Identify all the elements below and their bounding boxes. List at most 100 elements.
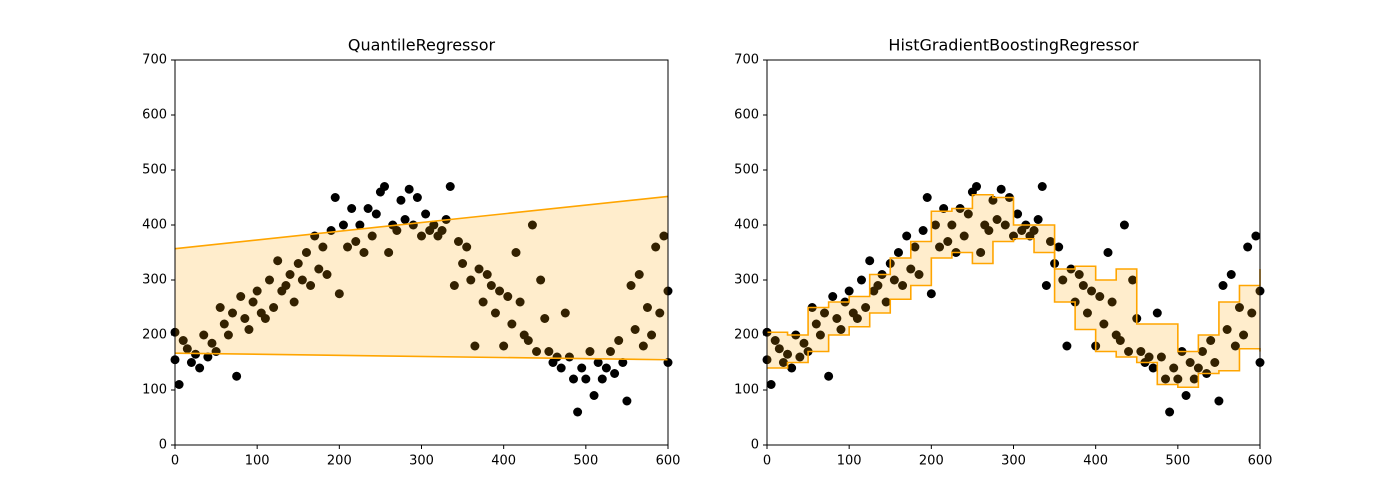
x-tick-label: 0 (171, 454, 179, 469)
point (820, 308, 830, 318)
point (642, 303, 652, 312)
point (910, 242, 920, 252)
point (1181, 391, 1191, 400)
point (363, 204, 373, 213)
point (236, 292, 246, 301)
point (1115, 336, 1125, 345)
point (174, 380, 184, 389)
point (532, 347, 542, 356)
point (1156, 352, 1166, 362)
point (1161, 374, 1171, 384)
point (881, 297, 891, 307)
point (301, 248, 311, 257)
point (902, 231, 912, 241)
point (1222, 325, 1232, 334)
x-tick-label: 0 (763, 454, 771, 469)
point (178, 336, 188, 345)
point (334, 289, 344, 299)
point (384, 248, 394, 257)
point (811, 319, 821, 329)
x-tick-label: 300 (1001, 454, 1026, 469)
point (199, 330, 209, 340)
y-tick-label: 600 (734, 108, 759, 123)
point (569, 374, 579, 384)
point (240, 314, 250, 323)
point (269, 303, 279, 312)
y-tick-label: 100 (734, 383, 759, 398)
point (1152, 308, 1162, 318)
point (359, 248, 369, 257)
point (930, 220, 940, 230)
point (1119, 220, 1129, 230)
x-tick-label: 500 (1165, 454, 1190, 469)
point (392, 226, 402, 235)
point (815, 330, 825, 340)
point (380, 182, 390, 191)
point (560, 308, 570, 318)
point (499, 341, 509, 351)
x-tick-label: 400 (491, 454, 516, 469)
point (207, 338, 217, 348)
point (638, 341, 648, 351)
point (215, 303, 225, 312)
point (1095, 292, 1105, 301)
point (285, 270, 295, 279)
point (1193, 363, 1203, 373)
point (482, 270, 492, 279)
point (906, 264, 916, 274)
point (544, 347, 554, 356)
point (972, 182, 982, 191)
point (396, 195, 406, 205)
point (828, 292, 838, 301)
point (963, 209, 973, 219)
point (783, 349, 793, 359)
point (343, 242, 353, 252)
point (824, 371, 834, 381)
x-tick-label: 100 (837, 454, 862, 469)
x-tick-label: 400 (1083, 454, 1108, 469)
chart-title: QuantileRegressor (348, 36, 496, 55)
point (651, 242, 661, 252)
y-tick-label: 400 (734, 218, 759, 233)
point (1054, 242, 1064, 252)
chart-title: HistGradientBoostingRegressor (888, 36, 1139, 55)
point (585, 347, 595, 356)
point (511, 248, 521, 257)
point (306, 281, 316, 290)
y-tick-label: 200 (142, 328, 167, 343)
point (996, 184, 1006, 194)
point (984, 226, 994, 235)
point (943, 237, 953, 246)
point (338, 220, 348, 230)
point (297, 275, 307, 285)
point (873, 281, 883, 290)
point (1173, 374, 1183, 384)
band-upper-line (174, 195, 669, 250)
point (1144, 352, 1154, 362)
point (421, 209, 431, 219)
point (778, 358, 788, 367)
point (832, 314, 842, 323)
point (470, 341, 480, 351)
point (1218, 281, 1228, 290)
point (1148, 363, 1158, 373)
y-tick-label: 500 (734, 163, 759, 178)
point (589, 391, 599, 400)
x-tick-label: 200 (327, 454, 352, 469)
point (659, 231, 669, 241)
point (922, 193, 932, 202)
point (347, 204, 357, 213)
point (371, 209, 381, 219)
point (244, 325, 254, 334)
point (260, 314, 270, 323)
point (1087, 286, 1097, 296)
point (322, 270, 332, 279)
point (351, 237, 361, 246)
point (581, 374, 591, 384)
point (774, 344, 784, 354)
point (527, 220, 537, 230)
point (597, 374, 607, 384)
y-tick-label: 0 (159, 438, 167, 453)
point (1029, 226, 1039, 235)
